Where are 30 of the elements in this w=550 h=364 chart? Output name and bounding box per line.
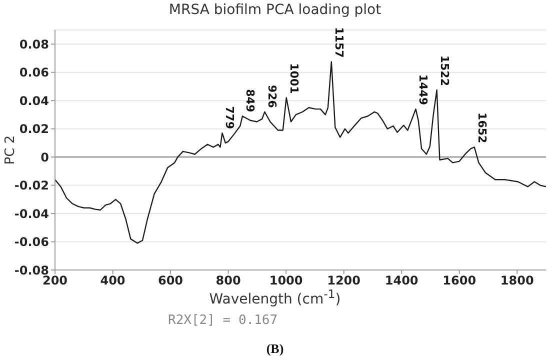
x-tick-label: 1200 — [327, 274, 361, 288]
annotation: 1449 — [416, 74, 430, 106]
x-tick-label: 1800 — [500, 274, 534, 288]
y-tick-label: 0 — [40, 150, 49, 164]
x-axis-title: Wavelength (cm$^{-1}$) — [208, 287, 342, 308]
y-tick-label: -0.02 — [14, 178, 49, 193]
annotation: 1652 — [475, 112, 488, 144]
y-tick-label: 0.08 — [19, 37, 49, 52]
x-tick-label: 1600 — [442, 274, 476, 288]
y-tick-label: -0.06 — [14, 235, 49, 250]
y-tick-label: -0.04 — [14, 206, 49, 221]
annotation: 1522 — [438, 55, 451, 86]
y-axis-title: PC 2 — [3, 135, 18, 165]
x-tick-label: 1000 — [269, 274, 303, 288]
text: (B) — [265, 341, 285, 357]
y-tick-label: 0.02 — [19, 122, 49, 136]
annotation: 849 — [243, 89, 256, 112]
annotation: 1157 — [332, 27, 346, 58]
y-tick-label: 0.06 — [19, 66, 49, 80]
x-tick-label: 400 — [100, 274, 126, 288]
annotation: 779 — [223, 106, 236, 130]
chart-title: MRSA biofilm PCA loading plot — [168, 2, 382, 18]
text: R2X[2] = 0.167 — [168, 313, 278, 328]
x-tick-label: 200 — [42, 274, 68, 288]
x-tick-label: 800 — [216, 274, 241, 288]
x-tick-label: 1400 — [384, 274, 418, 288]
y-tick-label: 0.04 — [19, 94, 49, 108]
annotation: 926 — [266, 84, 279, 108]
annotation: 1001 — [287, 63, 300, 94]
x-tick-label: 600 — [158, 274, 184, 288]
